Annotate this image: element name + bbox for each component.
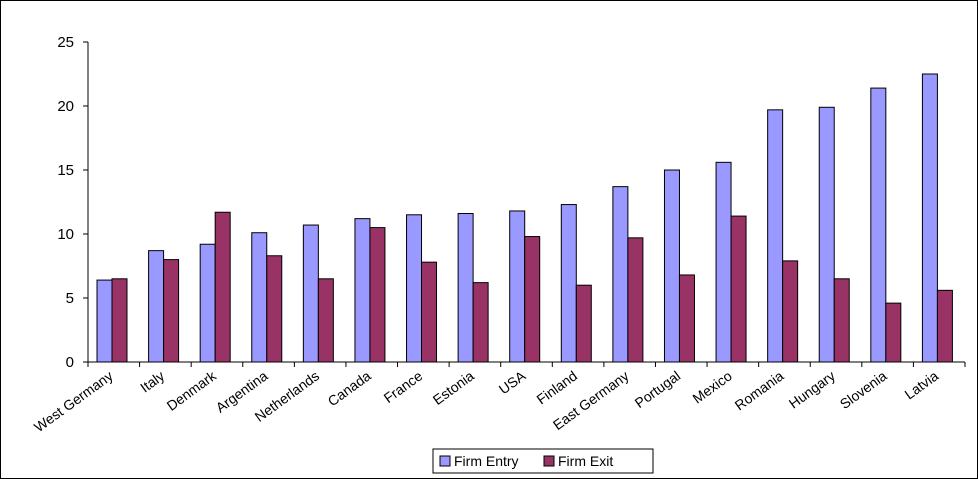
legend-swatch <box>439 455 451 467</box>
x-category-label: France <box>381 367 426 406</box>
bar-exit <box>472 282 489 363</box>
bar-entry <box>663 169 680 363</box>
x-category-label: Latvia <box>902 367 942 402</box>
bar-entry <box>251 232 268 363</box>
legend-label: Firm Exit <box>558 453 613 469</box>
x-category-label: Italy <box>137 367 167 395</box>
bar-entry <box>870 87 887 363</box>
x-category-label: Romania <box>732 367 787 413</box>
x-category-label: USA <box>496 367 529 397</box>
y-tick-label: 20 <box>57 98 74 115</box>
bar-entry <box>96 279 113 363</box>
x-category-label: Estonia <box>430 367 477 408</box>
bar-entry <box>612 186 629 363</box>
bar-exit <box>833 278 850 363</box>
bar-exit <box>163 259 180 363</box>
bar-entry <box>560 204 577 363</box>
legend-swatch <box>543 455 555 467</box>
bar-entry <box>767 109 784 363</box>
bar-exit <box>214 211 231 363</box>
x-category-label: Hungary <box>786 367 838 411</box>
bar-exit <box>782 260 799 363</box>
legend-box <box>432 448 654 474</box>
legend-label: Firm Entry <box>454 453 519 469</box>
x-category-label: Portugal <box>632 367 684 411</box>
y-tick-label: 10 <box>57 226 74 243</box>
x-category-label: Canada <box>325 367 374 409</box>
bar-exit <box>678 274 695 363</box>
bar-entry <box>509 210 526 363</box>
bar-exit <box>575 284 592 363</box>
bar-entry <box>148 250 165 363</box>
bar-exit <box>524 236 541 363</box>
bar-exit <box>421 261 438 363</box>
bar-exit <box>369 227 386 363</box>
x-category-label: Mexico <box>690 367 735 406</box>
bar-exit <box>317 278 334 363</box>
bar-exit <box>730 215 747 363</box>
x-category-label: Denmark <box>164 367 220 414</box>
y-tick-label: 5 <box>66 290 74 307</box>
bar-entry <box>354 218 371 363</box>
bar-entry <box>921 73 938 363</box>
bar-exit <box>627 237 644 363</box>
bar-exit <box>936 289 953 363</box>
bar-entry <box>818 106 835 363</box>
y-tick-label: 25 <box>57 34 74 51</box>
bar-entry <box>457 213 474 363</box>
x-category-label: West Germany <box>31 367 116 435</box>
x-category-label: Slovenia <box>837 367 890 412</box>
y-tick-label: 15 <box>57 162 74 179</box>
bar-entry <box>715 161 732 363</box>
y-tick-label: 0 <box>66 354 74 371</box>
bar-entry <box>199 243 216 363</box>
bar-exit <box>885 302 902 363</box>
bar-entry <box>302 224 319 363</box>
bar-exit <box>266 255 283 363</box>
x-category-label: Finland <box>534 367 581 407</box>
bar-exit <box>111 278 128 363</box>
bar-entry <box>406 214 423 363</box>
